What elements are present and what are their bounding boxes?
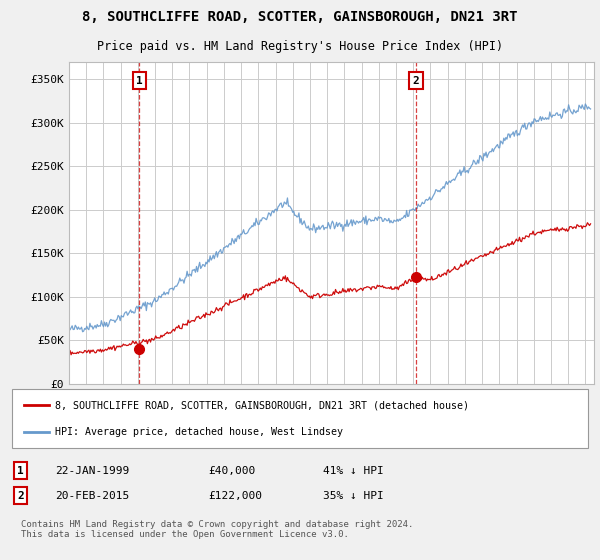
Text: Contains HM Land Registry data © Crown copyright and database right 2024.
This d: Contains HM Land Registry data © Crown c… [20, 520, 413, 539]
Text: 2: 2 [413, 76, 419, 86]
Text: Price paid vs. HM Land Registry's House Price Index (HPI): Price paid vs. HM Land Registry's House … [97, 40, 503, 53]
Text: 1: 1 [136, 76, 143, 86]
Text: 8, SOUTHCLIFFE ROAD, SCOTTER, GAINSBOROUGH, DN21 3RT (detached house): 8, SOUTHCLIFFE ROAD, SCOTTER, GAINSBOROU… [55, 400, 469, 410]
Text: £40,000: £40,000 [208, 465, 255, 475]
Text: 1: 1 [17, 465, 24, 475]
FancyBboxPatch shape [12, 389, 588, 448]
Text: 20-FEB-2015: 20-FEB-2015 [55, 491, 130, 501]
Text: £122,000: £122,000 [208, 491, 262, 501]
Text: 35% ↓ HPI: 35% ↓ HPI [323, 491, 384, 501]
Text: 8, SOUTHCLIFFE ROAD, SCOTTER, GAINSBOROUGH, DN21 3RT: 8, SOUTHCLIFFE ROAD, SCOTTER, GAINSBOROU… [82, 10, 518, 24]
Text: 41% ↓ HPI: 41% ↓ HPI [323, 465, 384, 475]
Text: HPI: Average price, detached house, West Lindsey: HPI: Average price, detached house, West… [55, 427, 343, 437]
Text: 22-JAN-1999: 22-JAN-1999 [55, 465, 130, 475]
Text: 2: 2 [17, 491, 24, 501]
